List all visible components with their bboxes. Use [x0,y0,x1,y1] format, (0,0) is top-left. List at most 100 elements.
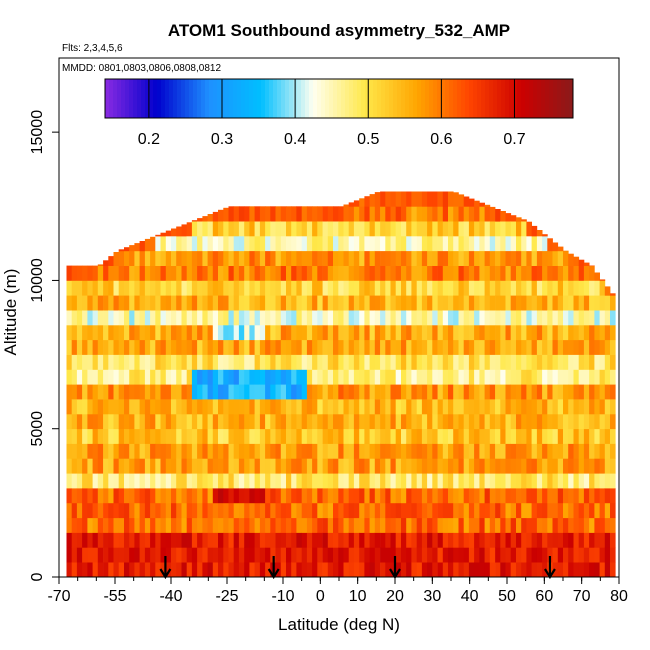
heatmap-cell [92,532,99,548]
heatmap-cell [395,532,402,548]
heatmap-cell [139,241,146,252]
heatmap-cell [542,399,548,415]
heatmap-cell [244,502,250,519]
heatmap-cell [411,488,417,504]
heatmap-cell [160,517,167,533]
heatmap-cell [71,265,78,281]
heatmap-cell [421,532,428,548]
heatmap-cell [442,458,449,474]
heatmap-cell [238,413,245,430]
heatmap-cell [594,458,600,474]
heatmap-cell [610,517,616,533]
heatmap-cell [526,295,532,311]
heatmap-cell [547,473,553,489]
heatmap-cell [369,428,376,444]
heatmap-cell [181,488,188,504]
heatmap-cell [401,191,407,207]
heatmap-cell [176,250,182,266]
heatmap-cell [380,250,386,266]
heatmap-cell [171,562,177,578]
heatmap-cell [134,339,140,355]
heatmap-cell [181,547,188,563]
heatmap-cell [228,235,235,252]
heatmap-cell [489,532,496,548]
heatmap-cell [594,339,600,355]
heatmap-cell [103,324,109,341]
heatmap-cell [144,428,151,444]
heatmap-cell [244,547,250,563]
heatmap-cell [474,547,480,563]
heatmap-cell [563,547,569,563]
heatmap-cell [421,547,428,563]
heatmap-cell [495,517,501,533]
heatmap-cell [97,339,104,355]
heatmap-cell [124,399,130,415]
heatmap-cell [306,443,313,459]
heatmap-cell [489,295,496,311]
heatmap-cell [369,413,376,430]
heatmap-cell [312,547,318,563]
heatmap-cell [416,235,423,252]
heatmap-cell [322,399,329,415]
heatmap-cell [521,221,527,237]
heatmap-cell [479,354,485,370]
colorbar-segment [337,79,342,118]
heatmap-cell [197,547,203,563]
heatmap-cell [223,295,229,311]
heatmap-cell [238,473,245,489]
heatmap-cell [228,532,235,548]
heatmap-cell [542,532,548,548]
heatmap-cell [186,384,193,400]
heatmap-cell [233,443,240,459]
heatmap-cell [353,265,360,281]
heatmap-cell [536,428,543,444]
heatmap-cell [468,295,475,311]
colorbar-segment [493,79,498,118]
heatmap-cell [306,339,313,355]
heatmap-cell [348,413,355,430]
heatmap-cell [583,262,590,266]
heatmap-cell [401,458,407,474]
heatmap-cell [212,295,219,311]
heatmap-cell [71,324,78,341]
heatmap-cell [317,369,323,385]
heatmap-cell [97,399,104,415]
heatmap-cell [301,502,308,519]
heatmap-cell [568,339,574,355]
heatmap-cell [604,399,611,415]
heatmap-cell [238,324,245,341]
heatmap-cell [437,191,444,207]
heatmap-cell [223,369,229,385]
heatmap-cell [421,413,428,430]
heatmap-cell [505,213,512,222]
heatmap-cell [531,488,538,504]
heatmap-cell [505,473,512,489]
heatmap-cell [416,547,423,563]
heatmap-cell [254,399,261,415]
heatmap-cell [395,428,402,444]
colorbar-segment [553,79,558,118]
heatmap-cell [468,547,475,563]
x-axis-label: Latitude (deg N) [278,615,400,634]
heatmap-cell [489,517,496,533]
heatmap-cell [238,354,245,370]
heatmap-cell [489,413,496,430]
heatmap-cell [312,265,318,281]
heatmap-cell [66,443,73,459]
heatmap-cell [406,532,412,548]
colorbar-segment [561,79,566,118]
heatmap-cell [322,502,329,519]
heatmap-cell [228,221,235,237]
heatmap-cell [484,295,491,311]
heatmap-cell [594,280,600,296]
heatmap-cell [270,369,276,385]
heatmap-cell [244,235,250,252]
x-tick-label: 20 [386,588,404,605]
heatmap-cell [207,517,214,533]
heatmap-cell [207,369,214,385]
heatmap-cell [327,473,334,489]
heatmap-cell [92,413,99,430]
heatmap-cell [181,502,188,519]
heatmap-cell [495,413,501,430]
